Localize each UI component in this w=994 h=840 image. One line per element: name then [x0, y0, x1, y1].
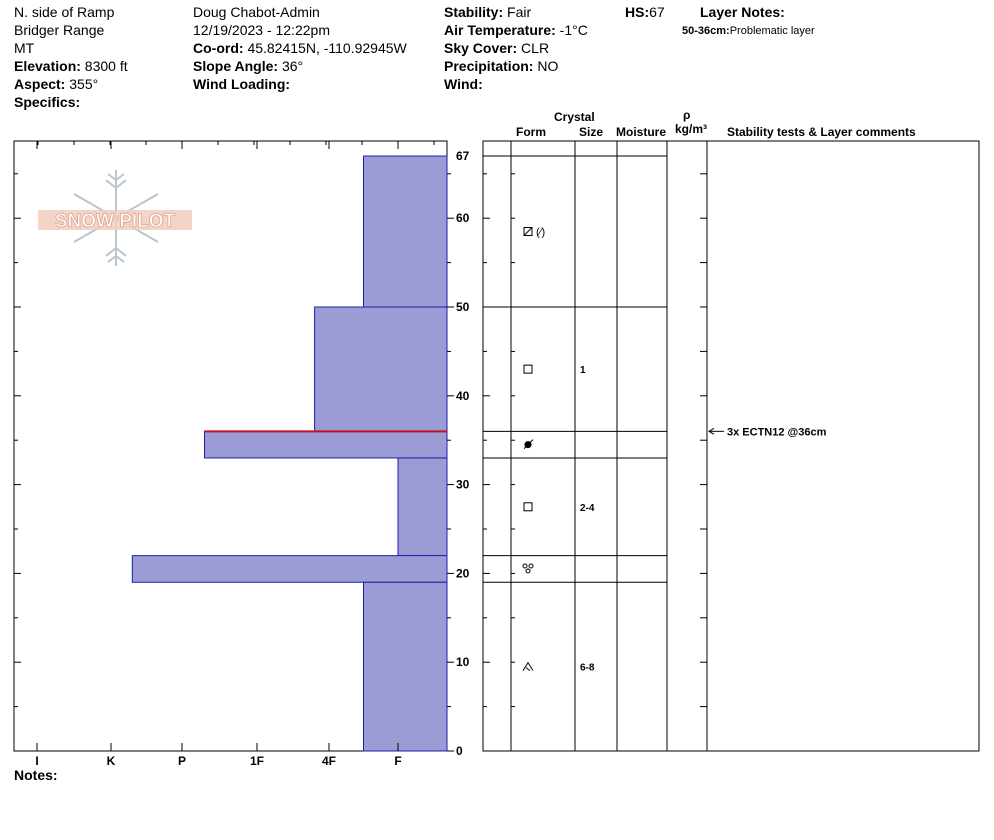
- crystal-header: Crystal: [554, 110, 595, 124]
- hardness-bar-2: [204, 430, 448, 459]
- grain-form-icon-mfcr: [523, 439, 534, 449]
- depth-label-0: 0: [456, 744, 463, 758]
- sky-label: Sky Cover:: [444, 40, 518, 56]
- density-symbol: ρ: [683, 108, 691, 122]
- slope-angle: Slope Angle: 36°: [193, 57, 303, 75]
- specifics-label: Specifics:: [14, 94, 81, 110]
- layer-note-text: Problematic layer: [729, 25, 815, 37]
- precipitation: Precipitation: NO: [444, 57, 558, 75]
- stability-value: Fair: [507, 4, 532, 20]
- precip-label: Precipitation:: [444, 58, 534, 74]
- wind-loading-label: Wind Loading:: [193, 76, 291, 92]
- stability-test-0: 3x ECTN12 @36cm: [727, 426, 827, 438]
- hardness-bar-5: [363, 581, 448, 752]
- hardness-label-1: K: [107, 754, 116, 768]
- coord-value: 45.82415N, -110.92945W: [247, 40, 407, 56]
- grain-form-icon-dh: [522, 661, 534, 672]
- observation-datetime: 12/19/2023 - 12:22pm: [193, 22, 330, 38]
- grain-size-5: 6-8: [580, 663, 595, 674]
- form-header: Form: [516, 125, 546, 139]
- hardness-bar-1: [314, 306, 448, 432]
- air-temperature: Air Temperature: -1°C: [444, 21, 588, 39]
- moisture-header: Moisture: [616, 125, 667, 139]
- depth-label-60: 60: [456, 211, 470, 225]
- location-name: N. side of Ramp: [14, 4, 115, 20]
- hs-label: HS:: [625, 4, 650, 20]
- range-name: Bridger Range: [14, 22, 105, 38]
- notes-label: Notes:: [14, 767, 58, 783]
- depth-label-20: 20: [456, 566, 470, 580]
- hardness-label-2: P: [178, 754, 186, 768]
- grain-form-icon-rgxf: [522, 563, 534, 574]
- size-header: Size: [579, 125, 604, 139]
- layer-note: 50-36cm:Problematic layer: [682, 24, 815, 38]
- stability-label: Stability:: [444, 4, 504, 20]
- slope-value: 36°: [281, 58, 304, 74]
- hardness-label-5: F: [394, 754, 401, 768]
- state-name: MT: [14, 40, 35, 56]
- hardness-bar-4: [131, 555, 448, 583]
- observer-name: Doug Chabot-Admin: [193, 4, 320, 20]
- aspect-value: 355°: [69, 76, 99, 92]
- depth-label-40: 40: [456, 389, 470, 403]
- svg-text:(∕): (∕): [536, 227, 545, 239]
- depth-label-50: 50: [456, 300, 470, 314]
- aspect: Aspect: 355°: [14, 75, 98, 93]
- elevation: Elevation: 8300 ft: [14, 57, 128, 75]
- elevation-value: 8300 ft: [84, 58, 128, 74]
- grain-form-icon-fc: [523, 502, 533, 512]
- arrow-head-icon: [708, 427, 715, 435]
- aspect-label: Aspect:: [14, 76, 66, 92]
- grain-form-icon-fc: [523, 364, 533, 374]
- precip-value: NO: [537, 58, 559, 74]
- wind-label: Wind:: [444, 76, 483, 92]
- layer-table-frame: [482, 140, 980, 752]
- snow-height: HS:67: [625, 3, 665, 21]
- density-unit: kg/m³: [675, 122, 708, 136]
- hardness-label-3: 1F: [250, 754, 264, 768]
- coordinates: Co-ord: 45.82415N, -110.92945W: [193, 39, 407, 57]
- hardness-label-4: 4F: [322, 754, 336, 768]
- elevation-label: Elevation:: [14, 58, 81, 74]
- grain-size-1: 1: [580, 365, 586, 376]
- air-temp-label: Air Temperature:: [444, 22, 556, 38]
- depth-label-10: 10: [456, 655, 470, 669]
- logo-text: SNOW PILOT: [55, 211, 176, 232]
- air-temp-value: -1°C: [559, 22, 588, 38]
- hardness-label-0: I: [35, 754, 38, 768]
- depth-label-30: 30: [456, 478, 470, 492]
- hardness-bar-0: [363, 155, 448, 308]
- depth-label-67: 67: [456, 149, 470, 163]
- hardness-bar-3: [397, 457, 448, 557]
- comments-header: Stability tests & Layer comments: [727, 125, 916, 139]
- layer-note-range: 50-36cm:: [682, 25, 730, 37]
- grain-form-icon-ppgp: (∕): [523, 227, 545, 239]
- slope-label: Slope Angle:: [193, 58, 279, 74]
- stability: Stability: Fair: [444, 3, 531, 21]
- coord-label: Co-ord:: [193, 40, 244, 56]
- layer-notes-label: Layer Notes:: [700, 4, 785, 20]
- sky-cover: Sky Cover: CLR: [444, 39, 549, 57]
- grain-size-3: 2-4: [580, 503, 595, 514]
- hs-value: 67: [649, 4, 665, 20]
- logo-band: [38, 210, 192, 230]
- snowpilot-logo: SNOW PILOT: [38, 170, 192, 266]
- sky-value: CLR: [521, 40, 550, 56]
